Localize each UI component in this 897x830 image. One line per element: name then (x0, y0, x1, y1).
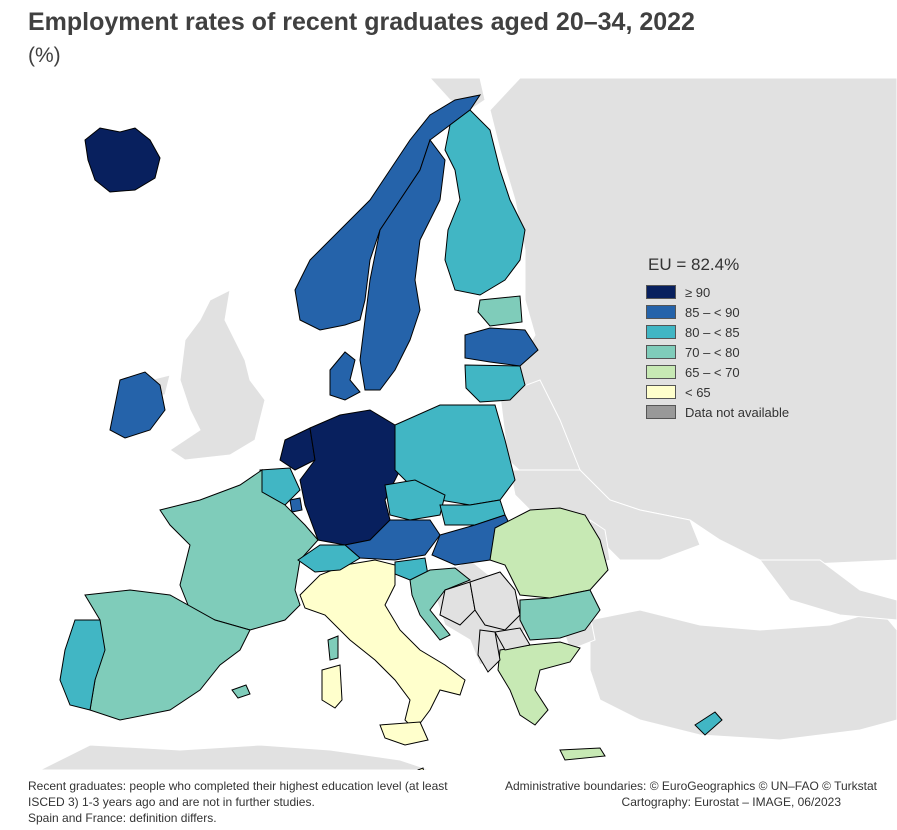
caucasus-land (759, 559, 897, 621)
non-eu-land (39, 78, 897, 770)
country-sicily (379, 721, 429, 746)
legend-label: 65 – < 70 (685, 364, 740, 380)
country-iceland (84, 127, 161, 193)
country-czechia (384, 479, 446, 521)
legend-item: 85 – < 90 (646, 302, 846, 322)
legend-item: ≥ 90 (646, 282, 846, 302)
country-sardinia (321, 664, 343, 709)
country-italy (299, 559, 466, 731)
legend-label: 70 – < 80 (685, 344, 740, 360)
country-north-macedonia (494, 627, 531, 651)
country-sweden (359, 138, 446, 391)
choropleth-map (0, 78, 897, 770)
eu-countries (59, 94, 723, 770)
legend-item: 65 – < 70 (646, 362, 846, 382)
country-luxembourg (289, 497, 303, 513)
map-legend: EU = 82.4% ≥ 90 85 – < 90 80 – < 85 70 –… (646, 255, 846, 422)
country-switzerland (297, 544, 361, 573)
footer-note-exception: Spain and France: definition differs. (28, 811, 217, 825)
legend-item: Data not available (646, 402, 846, 422)
country-serbia (469, 571, 521, 631)
country-corsica (327, 635, 339, 661)
country-romania (489, 507, 609, 599)
footer-cartography-credit: Cartography: Eurostat – IMAGE, 06/2023 (621, 795, 841, 809)
uk-land (169, 289, 266, 461)
country-balearics (231, 684, 251, 699)
legend-swatch (646, 385, 676, 399)
legend-label: 85 – < 90 (685, 304, 740, 320)
country-albania (477, 629, 501, 673)
legend-item: 70 – < 80 (646, 342, 846, 362)
country-latvia (464, 327, 539, 367)
country-crete (559, 747, 606, 761)
country-estonia (477, 295, 523, 327)
legend-swatch (646, 305, 676, 319)
turkey-land (589, 609, 897, 741)
non-eu-balkans (439, 571, 531, 673)
legend-item: 80 – < 85 (646, 322, 846, 342)
north-africa-land (39, 744, 431, 770)
country-denmark (329, 351, 361, 401)
legend-label: Data not available (685, 404, 790, 420)
country-cyprus (694, 711, 723, 736)
legend-label: ≥ 90 (685, 284, 711, 300)
country-portugal (59, 619, 106, 711)
country-croatia (409, 567, 471, 641)
country-bosnia (439, 581, 476, 626)
map-svg (39, 78, 897, 770)
legend-swatch (646, 325, 676, 339)
legend-label: 80 – < 85 (685, 324, 740, 340)
map-title: Employment rates of recent graduates age… (28, 8, 695, 36)
country-netherlands (279, 427, 316, 471)
footer-boundaries-credit: Administrative boundaries: © EuroGeograp… (504, 779, 877, 793)
country-malta (417, 767, 424, 770)
legend-item: < 65 (646, 382, 846, 402)
map-subtitle: (%) (28, 44, 61, 67)
footer-note-definition: Recent graduates: people who completed t… (28, 779, 448, 809)
legend-swatch (646, 365, 676, 379)
country-france (159, 469, 319, 631)
legend-label: < 65 (685, 384, 711, 400)
legend-swatch (646, 285, 676, 299)
country-ireland (109, 371, 166, 439)
legend-title: EU = 82.4% (648, 255, 740, 274)
footer-notes: Recent graduates: people who completed t… (28, 778, 468, 826)
legend-swatch (646, 345, 676, 359)
legend-swatch (646, 405, 676, 419)
footer-sources: Administrative boundaries: © EuroGeograp… (505, 778, 877, 810)
country-bulgaria (519, 589, 601, 641)
country-lithuania (464, 364, 526, 403)
country-greece (497, 641, 581, 726)
country-finland (444, 109, 526, 296)
